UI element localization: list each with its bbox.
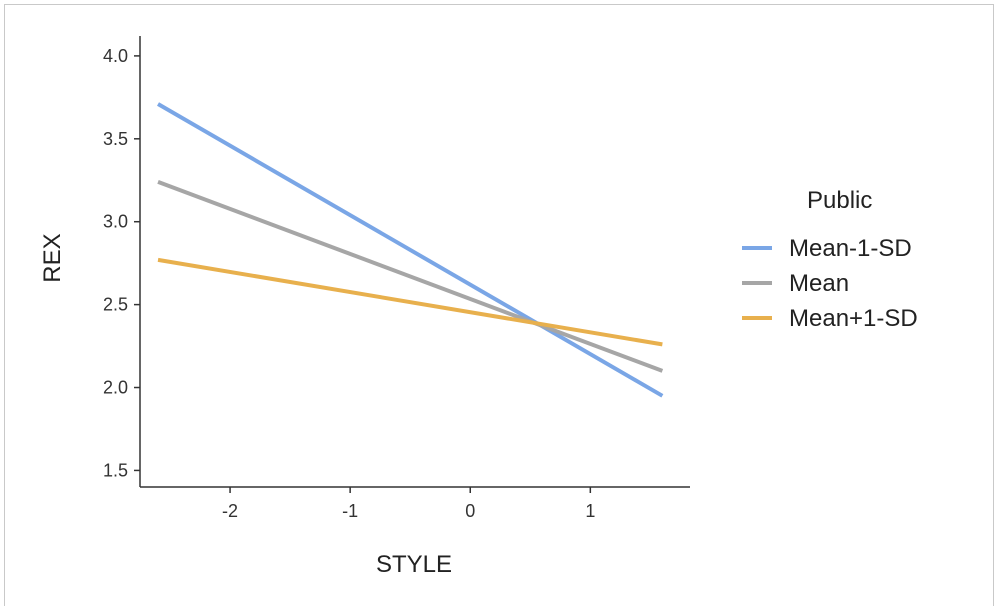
chart-frame [4,4,994,606]
series-line [157,257,663,347]
x-tick-label: 0 [465,501,475,521]
y-tick-label: 3.0 [103,212,128,232]
legend-title: Public [807,187,872,214]
legend-label: Mean-1-SD [789,235,912,262]
legend-items: Mean-1-SD Mean Mean+1-SD [742,235,918,332]
y-axis-title: REX [39,233,66,282]
y-tick-label: 4.0 [103,46,128,66]
legend-label: Mean [789,270,849,297]
x-axis-ticks: -2 -1 0 1 [222,487,595,521]
y-tick-label: 2.0 [103,378,128,398]
x-tick-label: 1 [585,501,595,521]
y-tick-label: 3.5 [103,129,128,149]
series-line [157,102,664,398]
x-tick-label: -2 [222,501,238,521]
legend: Public Mean-1-SD Mean Mean+1-SD [742,187,918,332]
x-axis-title: STYLE [376,551,452,578]
legend-label: Mean+1-SD [789,305,918,332]
series-line [157,180,664,373]
y-tick-label: 2.5 [103,295,128,315]
x-tick-label: -1 [342,501,358,521]
y-axis-ticks: 1.5 2.0 2.5 3.0 3.5 4.0 [103,46,140,480]
series-lines [157,102,664,398]
y-tick-label: 1.5 [103,460,128,480]
